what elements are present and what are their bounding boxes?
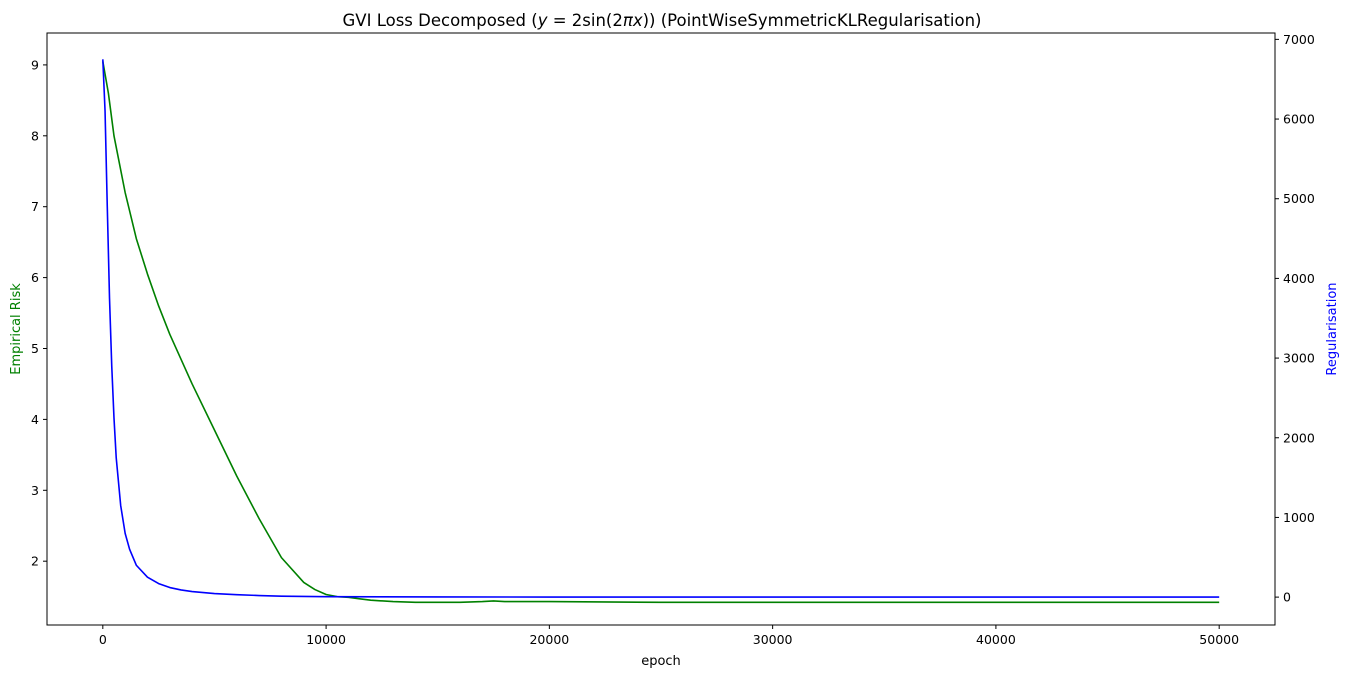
x-tick-label: 10000 bbox=[306, 632, 346, 647]
y-left-tick-label: 2 bbox=[31, 554, 39, 569]
y-left-tick-label: 8 bbox=[31, 128, 39, 143]
x-tick-label: 30000 bbox=[753, 632, 793, 647]
y-axis-left-label: Empirical Risk bbox=[9, 283, 24, 375]
series-layer bbox=[102, 59, 1220, 604]
regularisation-line bbox=[102, 59, 1220, 598]
x-tick-label: 20000 bbox=[529, 632, 569, 647]
plot-frame bbox=[46, 32, 1276, 626]
x-tick-label: 50000 bbox=[1199, 632, 1239, 647]
y-right-tick-label: 5000 bbox=[1283, 191, 1315, 206]
y-axis-left: 2 3 4 5 6 7 8 9 bbox=[31, 57, 47, 569]
empirical-risk-line bbox=[102, 61, 1220, 604]
y-left-tick-label: 7 bbox=[31, 199, 39, 214]
y-right-tick-label: 3000 bbox=[1283, 351, 1315, 366]
y-left-tick-label: 5 bbox=[31, 341, 39, 356]
y-right-tick-label: 6000 bbox=[1283, 112, 1315, 127]
y-right-tick-label: 0 bbox=[1283, 590, 1291, 605]
y-right-tick-label: 4000 bbox=[1283, 271, 1315, 286]
y-left-tick-label: 6 bbox=[31, 270, 39, 285]
chart-title: GVI Loss Decomposed (y = 2sin(2πx)) (Poi… bbox=[343, 11, 982, 30]
x-tick-label: 0 bbox=[99, 632, 107, 647]
y-right-tick-label: 1000 bbox=[1283, 510, 1315, 525]
y-left-tick-label: 9 bbox=[31, 57, 39, 72]
y-axis-right-label: Regularisation bbox=[1325, 282, 1340, 375]
y-right-tick-label: 2000 bbox=[1283, 430, 1315, 445]
y-right-tick-label: 7000 bbox=[1283, 32, 1315, 47]
x-tick-label: 40000 bbox=[976, 632, 1016, 647]
y-axis-right: 0 1000 2000 3000 4000 5000 6000 7000 bbox=[1275, 32, 1315, 605]
y-left-tick-label: 3 bbox=[31, 483, 39, 498]
x-axis-label: epoch bbox=[641, 654, 681, 669]
y-left-tick-label: 4 bbox=[31, 412, 39, 427]
x-axis: 0 10000 20000 30000 40000 50000 bbox=[99, 625, 1239, 647]
